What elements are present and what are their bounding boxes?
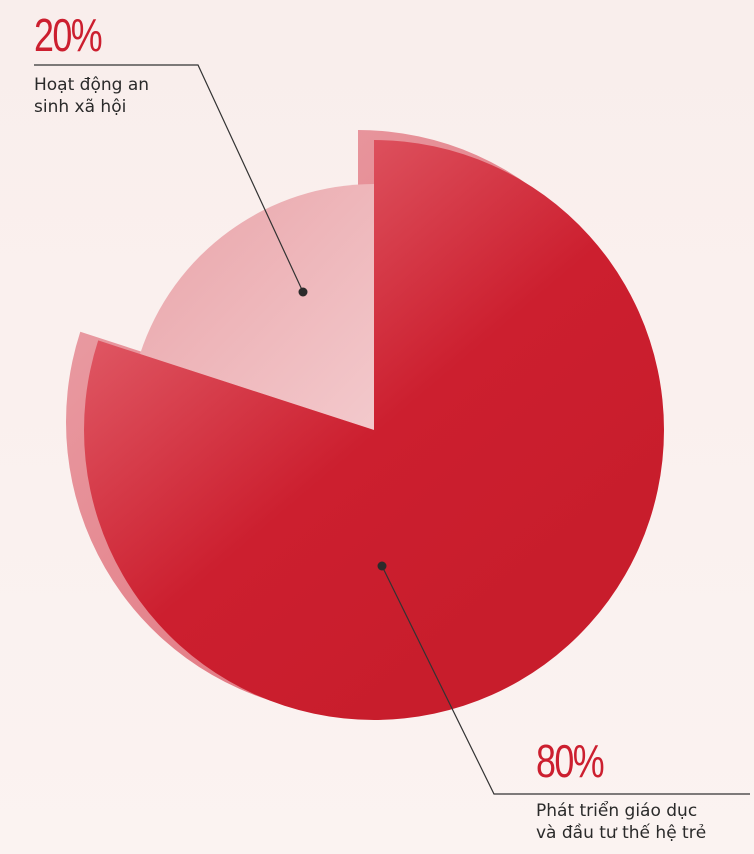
slice-percent-label: 20%: [34, 9, 103, 61]
leader-line: [34, 64, 304, 293]
slice-category-label-line: Phát triển giáo dục: [536, 801, 698, 821]
slice-category-label-line: Hoạt động an: [34, 75, 150, 95]
slice-category-label-line: và đầu tư thế hệ trẻ: [536, 823, 707, 843]
slice-percent-label: 80%: [536, 735, 605, 787]
slice-category-label: Hoạt động an sinh xã hội: [34, 74, 214, 118]
leader-dot: [377, 561, 387, 571]
pie-slice: [140, 184, 374, 430]
leader-line: [381, 565, 750, 795]
leader-dot: [298, 287, 308, 297]
pie-slice: [84, 140, 664, 720]
slice-category-label: Phát triển giáo dục và đầu tư thế hệ trẻ: [536, 800, 754, 844]
slice-category-label-line: sinh xã hội: [34, 97, 127, 117]
